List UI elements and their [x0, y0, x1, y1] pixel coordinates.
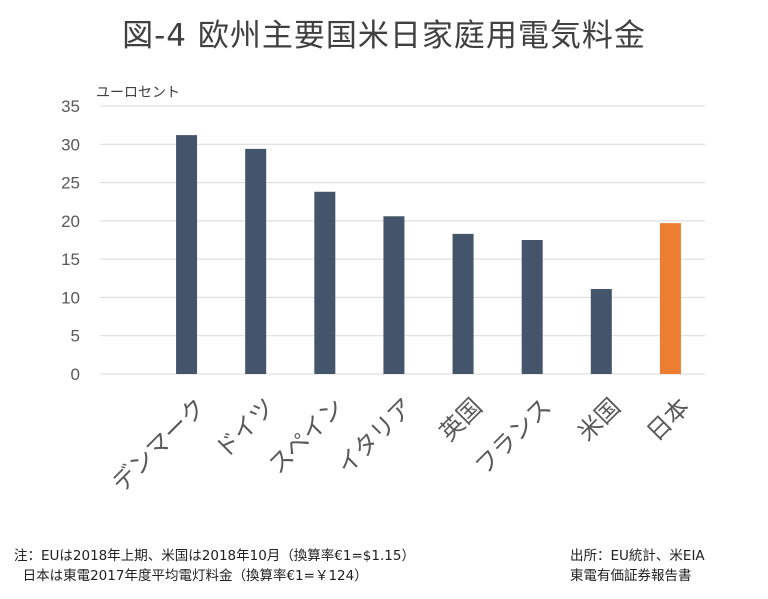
footnote-left-line-2: 日本は東電2017年度平均電灯料金（換算率€1=￥124） — [22, 568, 368, 584]
chart-title: 図-4 欧州主要国米日家庭用電気料金 — [122, 18, 646, 54]
bar — [383, 216, 405, 374]
bar — [590, 289, 612, 374]
bars — [176, 135, 681, 374]
category-label: 英国 — [434, 393, 488, 447]
footnote-source: 出所：EU統計、米EIA 東電有価証券報告書 — [570, 546, 705, 586]
bar — [521, 240, 543, 374]
bar — [659, 223, 681, 374]
y-axis-unit-label: ユーロセント — [96, 85, 180, 101]
y-tick-label: 20 — [61, 212, 80, 231]
bar — [176, 135, 198, 374]
bar-chart: 0 5 10 15 20 25 30 35 デンマークドイツスペインイタリア 英国フランス 米国日… — [61, 85, 705, 498]
y-tick-label: 15 — [61, 250, 80, 269]
y-tick-label: 5 — [71, 327, 80, 346]
footnote-left-line-1: 注：EUは2018年上期、米国は2018年10月（換算率€1=$1.15） — [14, 548, 415, 564]
bar — [245, 148, 267, 374]
category-label: 米国 — [572, 393, 626, 447]
category-label: スペイン — [263, 393, 349, 479]
bar — [314, 191, 336, 374]
y-tick-label: 30 — [61, 135, 80, 154]
y-tick-label: 10 — [61, 288, 80, 307]
y-tick-label: 0 — [71, 365, 80, 384]
footnote-left: 注：EUは2018年上期、米国は2018年10月（換算率€1=$1.15） 日本… — [14, 546, 415, 586]
category-label: デンマーク — [107, 393, 212, 498]
y-axis-ticks: 0 5 10 15 20 25 30 35 — [61, 97, 80, 384]
category-label: 日本 — [641, 393, 695, 447]
footnote-source-line-2: 東電有価証券報告書 — [570, 568, 692, 584]
y-tick-label: 25 — [61, 174, 80, 193]
y-tick-label: 35 — [61, 97, 80, 116]
bar — [452, 233, 474, 374]
category-label: イタリア — [332, 393, 419, 480]
footnote-source-line-1: 出所：EU統計、米EIA — [570, 548, 705, 564]
category-label: フランス — [470, 393, 557, 480]
